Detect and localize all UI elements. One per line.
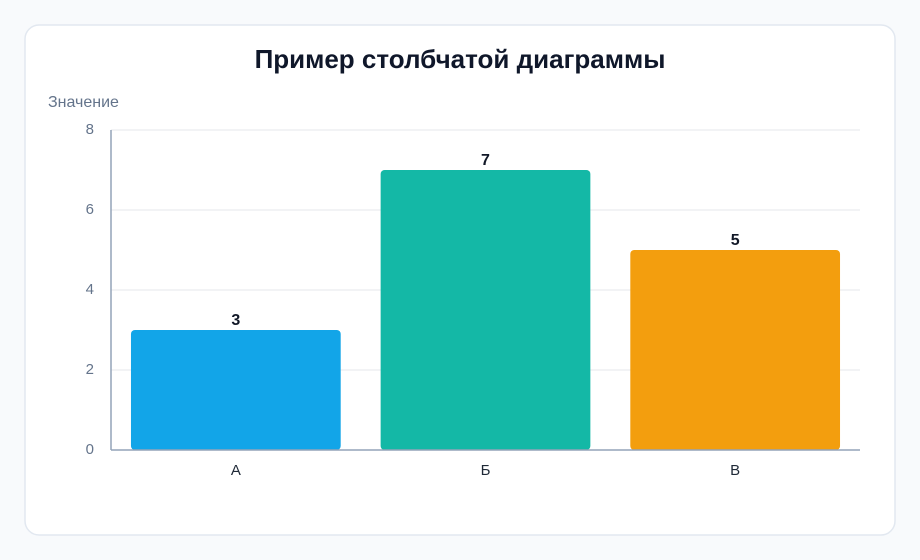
bar bbox=[380, 170, 591, 450]
y-tick-label: 2 bbox=[86, 361, 94, 378]
y-tick-label: 4 bbox=[86, 281, 94, 298]
y-tick-label: 6 bbox=[86, 201, 94, 218]
bar bbox=[630, 250, 841, 450]
x-tick-label: Б bbox=[481, 462, 491, 479]
y-tick-label: 8 bbox=[86, 121, 94, 138]
bar bbox=[130, 330, 341, 450]
value-label: 3 bbox=[231, 312, 240, 329]
x-tick-label: В bbox=[730, 462, 740, 479]
y-axis-label: Значение bbox=[48, 94, 119, 111]
x-tick-label: А bbox=[231, 462, 241, 479]
chart-title: Пример столбчатой диаграммы bbox=[255, 44, 666, 74]
value-label: 7 bbox=[481, 152, 490, 169]
y-tick-label: 0 bbox=[86, 441, 94, 458]
value-label: 5 bbox=[731, 232, 740, 249]
